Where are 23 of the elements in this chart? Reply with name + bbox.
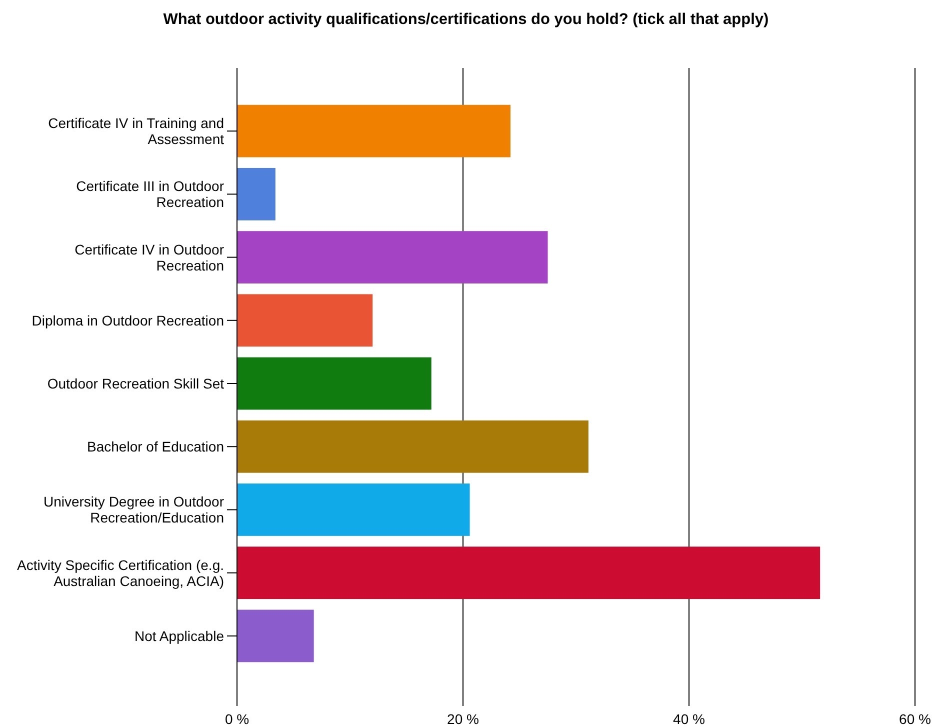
y-tick-label: Not Applicable — [134, 628, 224, 644]
x-tick-label: 20 % — [447, 711, 479, 727]
bar — [237, 168, 276, 220]
bar — [237, 484, 470, 536]
bar — [237, 294, 373, 347]
y-tick-label: University Degree in Outdoor Recreation/Education — [43, 494, 224, 526]
y-tick-label: Bachelor of Education — [87, 438, 224, 455]
y-tick-label: Certificate III in Outdoor Recreation — [76, 178, 224, 210]
x-tick-label: 40 % — [673, 711, 705, 727]
y-tick-label: Certificate IV in Outdoor Recreation — [74, 241, 224, 274]
x-tick-label: 0 % — [224, 711, 250, 727]
bar — [237, 546, 820, 600]
chart-title: What outdoor activity qualifications/certifications do you hold? (tick all that apply) — [163, 11, 769, 28]
bar — [237, 357, 432, 410]
bar — [237, 104, 510, 158]
bar — [237, 610, 314, 662]
x-tick-label: 60 % — [899, 711, 931, 727]
y-tick-label: Diploma in Outdoor Recreation — [32, 312, 224, 328]
y-tick-label: Certificate IV in Training and Assessment — [48, 115, 224, 148]
y-tick-label: Outdoor Recreation Skill Set — [47, 376, 224, 392]
y-tick-label: Activity Specific Certification (e.g. Australian Canoeing, ACIA) — [17, 556, 224, 589]
bar — [237, 420, 588, 473]
bar — [237, 231, 548, 284]
